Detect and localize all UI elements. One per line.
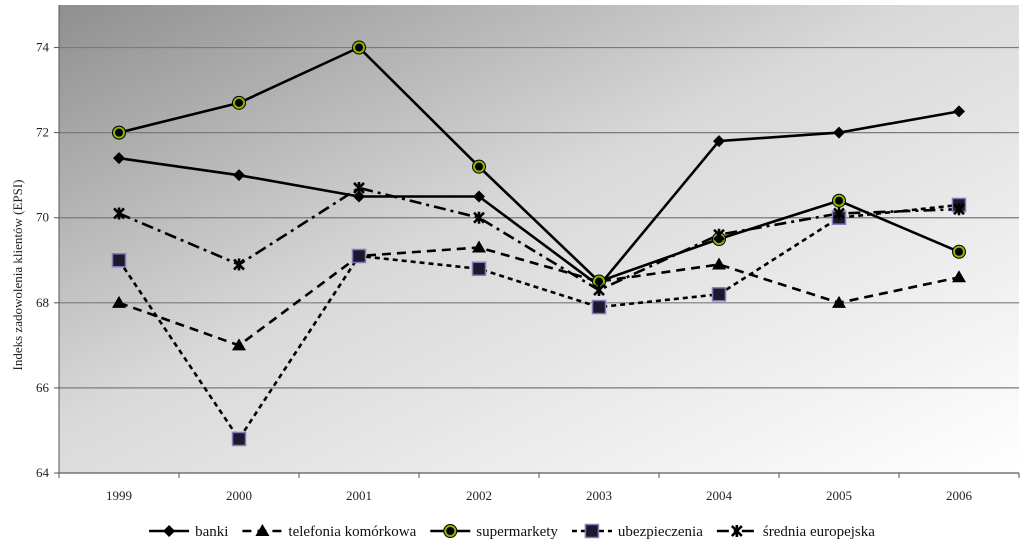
legend-item-supermarkety: supermarkety <box>430 524 558 540</box>
series-line-telefonia-komorkowa <box>118 246 960 347</box>
data-point-telefonia-komorkowa <box>832 295 846 308</box>
data-point-banki <box>473 190 485 203</box>
data-point-banki <box>713 135 725 148</box>
x-tick-label: 1999 <box>106 488 132 503</box>
y-tick-label: 74 <box>36 40 50 55</box>
x-tick-label: 2004 <box>706 488 733 503</box>
x-tick-label: 2001 <box>346 488 372 503</box>
legend-label: banki <box>195 524 228 540</box>
x-tick-label: 2006 <box>946 488 973 503</box>
data-point-ubezpieczenia <box>711 287 727 302</box>
axes: 64 66 68 70 72 74 1999 2000 2001 2002 2003 2004 2005… <box>36 5 1020 503</box>
data-point-ubezpieczenia <box>591 299 607 315</box>
data-point-supermarkety <box>952 244 966 259</box>
data-point-ubezpieczenia <box>231 431 247 447</box>
x-tick-label: 2005 <box>826 488 852 503</box>
data-point-supermarkety <box>112 125 126 140</box>
y-tick-label: 68 <box>36 295 49 310</box>
legend-swatch-marker <box>443 524 458 538</box>
data-point-ubezpieczenia <box>351 248 367 264</box>
data-point-supermarkety <box>352 40 366 55</box>
y-tick-label: 66 <box>36 380 50 395</box>
legend-label: średnia europejska <box>763 524 875 540</box>
data-point-ubezpieczenia <box>471 261 487 277</box>
data-point-srednia-europejska <box>593 284 605 297</box>
series-line-srednia-europejska <box>118 186 960 292</box>
series-line-ubezpieczenia <box>117 203 960 441</box>
legend-label: ubezpieczenia <box>618 524 703 540</box>
data-point-supermarkety <box>232 95 246 110</box>
series-markers <box>111 40 967 447</box>
legend-item-banki: banki <box>149 524 228 540</box>
legend-swatch-marker <box>584 523 600 539</box>
data-point-srednia-europejska <box>233 258 245 271</box>
data-point-telefonia-komorkowa <box>952 270 966 283</box>
y-axis-title: Indeks zadowolenia klientów (EPSI) <box>10 180 25 371</box>
data-point-srednia-europejska <box>473 211 485 224</box>
legend-label: telefonia komórkowa <box>288 524 416 540</box>
data-point-supermarkety <box>832 193 846 208</box>
data-point-srednia-europejska <box>953 203 965 216</box>
data-point-telefonia-komorkowa <box>232 338 246 351</box>
data-point-srednia-europejska <box>353 181 365 194</box>
legend: banki telefonia komórkowa supermarkety ubez… <box>149 523 875 540</box>
data-point-srednia-europejska <box>113 207 125 220</box>
y-tick-label: 70 <box>36 210 49 225</box>
data-point-supermarkety <box>472 159 486 174</box>
data-point-banki <box>833 126 845 139</box>
data-point-banki <box>113 152 125 165</box>
data-point-srednia-europejska <box>833 207 845 220</box>
legend-item-telefonia-komorkowa: telefonia komórkowa <box>242 524 417 540</box>
legend-swatch-marker <box>730 525 743 537</box>
legend-item-ubezpieczenia: ubezpieczenia <box>571 523 703 540</box>
y-tick-label: 64 <box>36 465 50 480</box>
x-tick-label: 2000 <box>226 488 252 503</box>
series-line-banki <box>118 110 960 288</box>
data-point-telefonia-komorkowa <box>112 295 126 308</box>
y-tick-label: 72 <box>36 125 49 140</box>
data-point-banki <box>953 105 965 118</box>
series-lines <box>117 46 960 441</box>
series-line-supermarkety <box>118 46 960 283</box>
data-point-banki <box>353 190 365 203</box>
legend-swatch-marker <box>255 524 270 536</box>
legend-swatch-marker <box>163 525 176 537</box>
data-point-telefonia-komorkowa <box>472 240 486 253</box>
x-tick-label: 2002 <box>466 488 492 503</box>
plot-area <box>59 5 1019 473</box>
legend-label: supermarkety <box>476 524 558 540</box>
legend-item-srednia-europejska: średnia europejska <box>716 524 875 540</box>
x-tick-label: 2003 <box>586 488 612 503</box>
data-point-banki <box>233 169 245 182</box>
data-point-ubezpieczenia <box>111 253 127 268</box>
data-point-srednia-europejska <box>713 228 725 241</box>
data-point-telefonia-komorkowa <box>712 257 726 270</box>
